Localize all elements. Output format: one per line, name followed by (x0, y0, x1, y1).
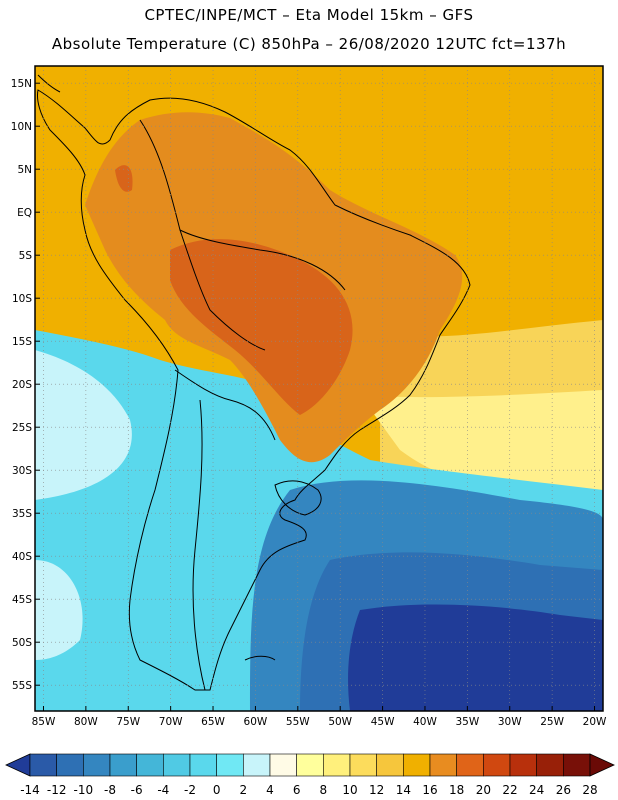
colorbar-segment (109, 753, 137, 777)
uruguay-outline (274, 480, 322, 516)
chart-title-line2: Absolute Temperature (C) 850hPa – 26/08/… (51, 35, 567, 53)
lon-tick-label: 40W (413, 716, 437, 728)
colorbar-label: -8 (104, 783, 116, 797)
lat-tick-label: 15S (12, 336, 32, 348)
colorbar-segment (509, 753, 537, 777)
colorbar-label: 28 (582, 783, 597, 797)
colorbar-labels: -14 -12 -10 -8 -6 -4 -2 0 2 4 6 8 10 12 14 16 18 20 22 24 26… (20, 783, 597, 797)
lon-tick-label: 75W (116, 716, 140, 728)
chart-title-line1: CPTEC/INPE/MCT – Eta Model 15km – GFS (144, 6, 474, 24)
lon-tick-label: 80W (74, 716, 98, 728)
colorbar-label: 14 (396, 783, 411, 797)
colorbar-segment (269, 753, 297, 777)
lon-labels: 85W 80W 75W 70W 65W 60W 55W 50W 45W 40W 35W 30W 25W 2… (32, 706, 607, 728)
colorbar-label: 26 (556, 783, 571, 797)
lon-tick-label: 60W (244, 716, 268, 728)
gridlines (35, 66, 603, 711)
lat-tick-label: 40S (12, 551, 32, 563)
colorbar-label: 22 (502, 783, 517, 797)
temperature-field (35, 66, 603, 711)
pacific-light-cyan-patch-south (35, 560, 83, 660)
border-line-3 (174, 369, 276, 441)
colorbar-segment (296, 753, 324, 777)
lat-tick-label: 15N (11, 78, 32, 90)
colorbar-segment (83, 753, 111, 777)
border-line-1 (139, 119, 346, 291)
lon-tick-label: 30W (498, 716, 522, 728)
border-line-4 (192, 399, 206, 691)
lon-tick-label: 35W (455, 716, 479, 728)
colorbar-label: 4 (266, 783, 274, 797)
colorbar-arrow-high (589, 753, 615, 777)
colorbar-label: -10 (74, 783, 94, 797)
colorbar-label: 16 (422, 783, 437, 797)
border-line-2 (179, 229, 266, 351)
lon-tick-label: 20W (583, 716, 607, 728)
land-hot-zone (170, 239, 353, 415)
lon-tick-label: 50W (328, 716, 352, 728)
colorbar-segment (349, 753, 377, 777)
lon-tick-label: 25W (540, 716, 564, 728)
colorbar-segment (403, 753, 431, 777)
colorbar-segment (243, 753, 271, 777)
colorbar-label: 10 (342, 783, 357, 797)
lat-tick-label: 20S (12, 379, 32, 391)
lat-tick-label: 5N (17, 164, 32, 176)
colorbar-label: -6 (131, 783, 143, 797)
map-frame (34, 65, 604, 712)
colorbar-segment (456, 753, 484, 777)
colorbar-label: 18 (449, 783, 464, 797)
colorbar-segment (136, 753, 164, 777)
colorbar-label: -12 (47, 783, 67, 797)
colorbar-label: 20 (476, 783, 491, 797)
lat-tick-label: 50S (12, 637, 32, 649)
lat-tick-label: 35S (12, 508, 32, 520)
colorbar-label: -14 (20, 783, 40, 797)
colorbar-segment (376, 753, 404, 777)
lon-tick-label: 70W (159, 716, 183, 728)
colorbar-label: -2 (184, 783, 196, 797)
lat-tick-label: 30S (12, 465, 32, 477)
colorbar-segment (429, 753, 457, 777)
lat-tick-label: 55S (12, 680, 32, 692)
colorbar-segment (483, 753, 511, 777)
colorbar-label: 24 (529, 783, 544, 797)
lat-tick-label: 25S (12, 422, 32, 434)
south-america-coastline (37, 89, 471, 691)
colorbar-segment (536, 753, 564, 777)
lat-tick-label: 5S (19, 250, 33, 262)
pale-yellow-zone (360, 390, 603, 500)
colorbar (5, 753, 615, 777)
lon-tick-label: 45W (371, 716, 395, 728)
colorbar-label: -4 (157, 783, 169, 797)
colorbar-arrow-low (5, 753, 31, 777)
colorbar-label: 6 (293, 783, 301, 797)
lon-tick-label: 85W (32, 716, 56, 728)
colorbar-label: 12 (369, 783, 384, 797)
colorbar-segment (189, 753, 217, 777)
colorbar-segment (29, 753, 57, 777)
lon-tick-label: 65W (201, 716, 225, 728)
colorbar-label: 2 (240, 783, 248, 797)
colorbar-segment (323, 753, 351, 777)
colorbar-segment (163, 753, 191, 777)
pacific-light-cyan-patch (35, 350, 132, 500)
colombia-hot-spot (115, 165, 133, 192)
coastlines (37, 74, 471, 691)
lat-tick-label: 10S (12, 293, 32, 305)
lat-tick-label: 10N (11, 121, 32, 133)
colorbar-segment (56, 753, 84, 777)
colorbar-segment (216, 753, 244, 777)
falklands-outline (244, 655, 276, 661)
lat-labels: 15N 10N 5N EQ 5S 10S 15S 20S 25S 30S 35S 40S 45S 50S 5… (11, 78, 40, 692)
colorbar-segment (563, 753, 591, 777)
deep-blue-zone (348, 604, 603, 711)
colorbar-label: 0 (213, 783, 221, 797)
lat-tick-label: EQ (17, 207, 32, 219)
lat-tick-label: 45S (12, 594, 32, 606)
lon-tick-label: 55W (286, 716, 310, 728)
colorbar-label: 8 (320, 783, 328, 797)
central-america-coastline (37, 74, 61, 93)
